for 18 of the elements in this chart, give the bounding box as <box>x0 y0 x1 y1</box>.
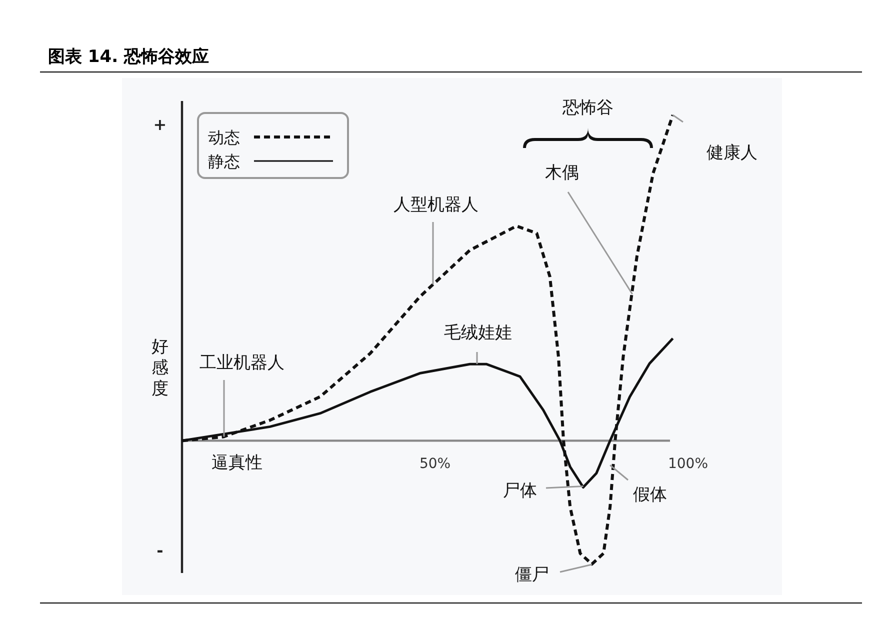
annotation: 人型机器人 <box>394 195 478 215</box>
x-axis-title: 逼真性 <box>212 453 262 473</box>
x-tick-label: 50% <box>419 456 451 472</box>
chart-title: 图表 14. 恐怖谷效应 <box>48 47 209 67</box>
legend-label: 静态 <box>208 152 240 171</box>
annotation: 健康人 <box>706 143 758 163</box>
annotation: 木偶 <box>545 163 579 183</box>
y-axis-title: 好感度 <box>152 337 168 399</box>
annotation: 毛绒娃娃 <box>444 323 512 343</box>
text: - <box>156 541 164 560</box>
annotation: 假体 <box>633 485 667 505</box>
annotation: 工业机器人 <box>200 353 284 373</box>
annotation: 尸体 <box>503 481 537 501</box>
text: + <box>153 115 167 134</box>
x-tick-label: 100% <box>668 456 708 472</box>
legend-label: 动态 <box>208 128 240 147</box>
annotation: 恐怖谷 <box>562 98 614 118</box>
annotation: 僵尸 <box>515 565 549 585</box>
